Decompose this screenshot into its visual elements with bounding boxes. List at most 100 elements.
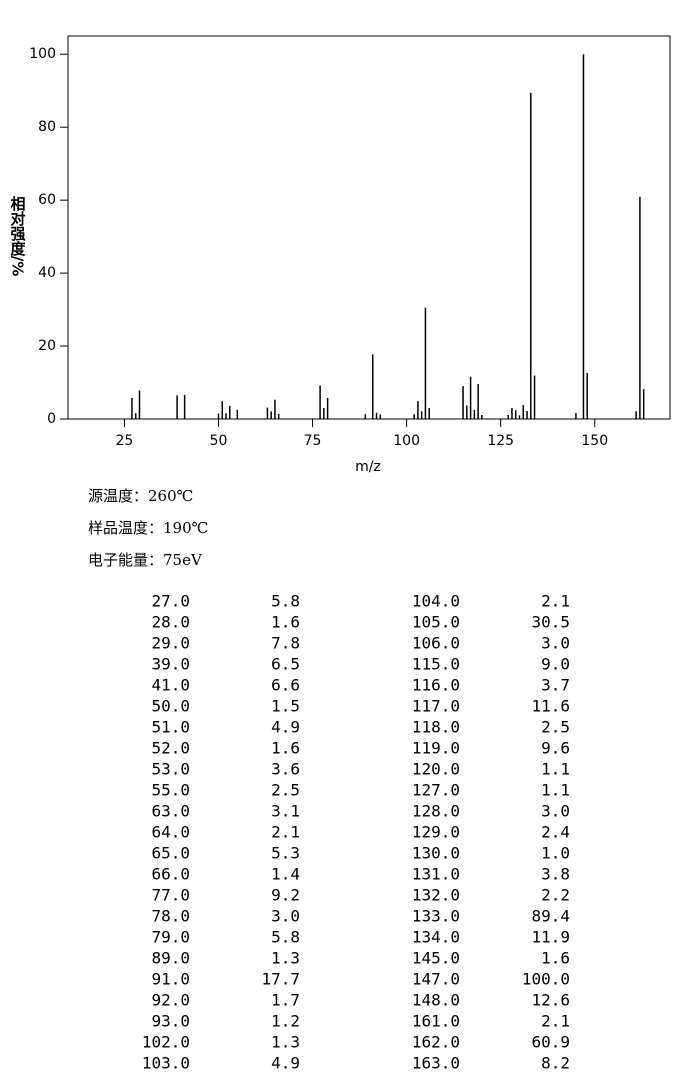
table-cell: 89.4 bbox=[531, 907, 570, 926]
table-cell: 5.8 bbox=[271, 592, 300, 611]
table-cell: 3.6 bbox=[271, 760, 300, 779]
table-cell: 163.0 bbox=[412, 1054, 460, 1073]
table-cell: 116.0 bbox=[412, 676, 460, 695]
table-cell: 66.0 bbox=[151, 865, 190, 884]
table-cell: 148.0 bbox=[412, 991, 460, 1010]
table-cell: 2.1 bbox=[541, 592, 570, 611]
table-cell: 6.5 bbox=[271, 655, 300, 674]
table-cell: 1.6 bbox=[271, 739, 300, 758]
x-tick-label: 75 bbox=[304, 433, 322, 449]
table-cell: 127.0 bbox=[412, 781, 460, 800]
table-cell: 1.0 bbox=[541, 844, 570, 863]
table-cell: 2.5 bbox=[271, 781, 300, 800]
y-tick-label: 100 bbox=[29, 46, 56, 62]
table-cell: 51.0 bbox=[151, 718, 190, 737]
table-cell: 8.2 bbox=[541, 1054, 570, 1073]
table-cell: 119.0 bbox=[412, 739, 460, 758]
table-cell: 53.0 bbox=[151, 760, 190, 779]
table-cell: 6.6 bbox=[271, 676, 300, 695]
table-cell: 118.0 bbox=[412, 718, 460, 737]
table-cell: 39.0 bbox=[151, 655, 190, 674]
table-cell: 1.6 bbox=[271, 613, 300, 632]
x-tick-label: 50 bbox=[210, 433, 228, 449]
table-cell: 131.0 bbox=[412, 865, 460, 884]
table-cell: 3.1 bbox=[271, 802, 300, 821]
condition: 电子能量：75eV bbox=[88, 551, 203, 569]
table-cell: 60.9 bbox=[531, 1033, 570, 1052]
table-cell: 130.0 bbox=[412, 844, 460, 863]
table-cell: 17.7 bbox=[261, 970, 300, 989]
table-cell: 1.1 bbox=[541, 760, 570, 779]
table-cell: 100.0 bbox=[522, 970, 570, 989]
table-cell: 11.6 bbox=[531, 697, 570, 716]
table-cell: 133.0 bbox=[412, 907, 460, 926]
x-tick-label: 125 bbox=[487, 433, 514, 449]
table-cell: 120.0 bbox=[412, 760, 460, 779]
table-cell: 161.0 bbox=[412, 1012, 460, 1031]
table-cell: 77.0 bbox=[151, 886, 190, 905]
table-cell: 104.0 bbox=[412, 592, 460, 611]
table-cell: 3.0 bbox=[541, 802, 570, 821]
table-cell: 105.0 bbox=[412, 613, 460, 632]
table-cell: 2.5 bbox=[541, 718, 570, 737]
table-cell: 132.0 bbox=[412, 886, 460, 905]
table-cell: 30.5 bbox=[531, 613, 570, 632]
table-cell: 4.9 bbox=[271, 718, 300, 737]
table-cell: 1.3 bbox=[271, 949, 300, 968]
table-cell: 147.0 bbox=[412, 970, 460, 989]
table-cell: 27.0 bbox=[151, 592, 190, 611]
table-cell: 1.5 bbox=[271, 697, 300, 716]
table-cell: 3.0 bbox=[541, 634, 570, 653]
table-cell: 2.4 bbox=[541, 823, 570, 842]
table-cell: 64.0 bbox=[151, 823, 190, 842]
y-tick-label: 40 bbox=[38, 265, 56, 281]
table-cell: 103.0 bbox=[142, 1054, 190, 1073]
table-cell: 12.6 bbox=[531, 991, 570, 1010]
table-cell: 92.0 bbox=[151, 991, 190, 1010]
table-cell: 28.0 bbox=[151, 613, 190, 632]
table-cell: 93.0 bbox=[151, 1012, 190, 1031]
table-cell: 129.0 bbox=[412, 823, 460, 842]
table-cell: 79.0 bbox=[151, 928, 190, 947]
table-cell: 52.0 bbox=[151, 739, 190, 758]
table-cell: 1.2 bbox=[271, 1012, 300, 1031]
y-tick-label: 60 bbox=[38, 192, 56, 208]
table-cell: 3.0 bbox=[271, 907, 300, 926]
y-tick-label: 20 bbox=[38, 338, 56, 354]
table-cell: 2.2 bbox=[541, 886, 570, 905]
table-cell: 162.0 bbox=[412, 1033, 460, 1052]
table-cell: 91.0 bbox=[151, 970, 190, 989]
table-cell: 11.9 bbox=[531, 928, 570, 947]
table-cell: 1.3 bbox=[271, 1033, 300, 1052]
condition: 源温度：260℃ bbox=[88, 487, 193, 505]
table-cell: 29.0 bbox=[151, 634, 190, 653]
table-cell: 9.6 bbox=[541, 739, 570, 758]
table-cell: 78.0 bbox=[151, 907, 190, 926]
table-cell: 1.6 bbox=[541, 949, 570, 968]
table-cell: 55.0 bbox=[151, 781, 190, 800]
table-cell: 3.7 bbox=[541, 676, 570, 695]
table-cell: 65.0 bbox=[151, 844, 190, 863]
table-cell: 7.8 bbox=[271, 634, 300, 653]
table-cell: 1.7 bbox=[271, 991, 300, 1010]
table-cell: 2.1 bbox=[271, 823, 300, 842]
table-cell: 117.0 bbox=[412, 697, 460, 716]
table-cell: 1.4 bbox=[271, 865, 300, 884]
table-cell: 134.0 bbox=[412, 928, 460, 947]
table-cell: 89.0 bbox=[151, 949, 190, 968]
x-tick-label: 100 bbox=[393, 433, 420, 449]
table-cell: 41.0 bbox=[151, 676, 190, 695]
y-tick-label: 0 bbox=[47, 411, 56, 427]
table-cell: 50.0 bbox=[151, 697, 190, 716]
table-cell: 5.3 bbox=[271, 844, 300, 863]
plot-frame bbox=[67, 35, 671, 420]
y-axis-label: 相对强度/% bbox=[9, 195, 27, 276]
table-cell: 1.1 bbox=[541, 781, 570, 800]
table-cell: 4.9 bbox=[271, 1054, 300, 1073]
table-cell: 128.0 bbox=[412, 802, 460, 821]
table-cell: 63.0 bbox=[151, 802, 190, 821]
table-cell: 115.0 bbox=[412, 655, 460, 674]
condition: 样品温度：190℃ bbox=[88, 519, 208, 537]
table-cell: 5.8 bbox=[271, 928, 300, 947]
